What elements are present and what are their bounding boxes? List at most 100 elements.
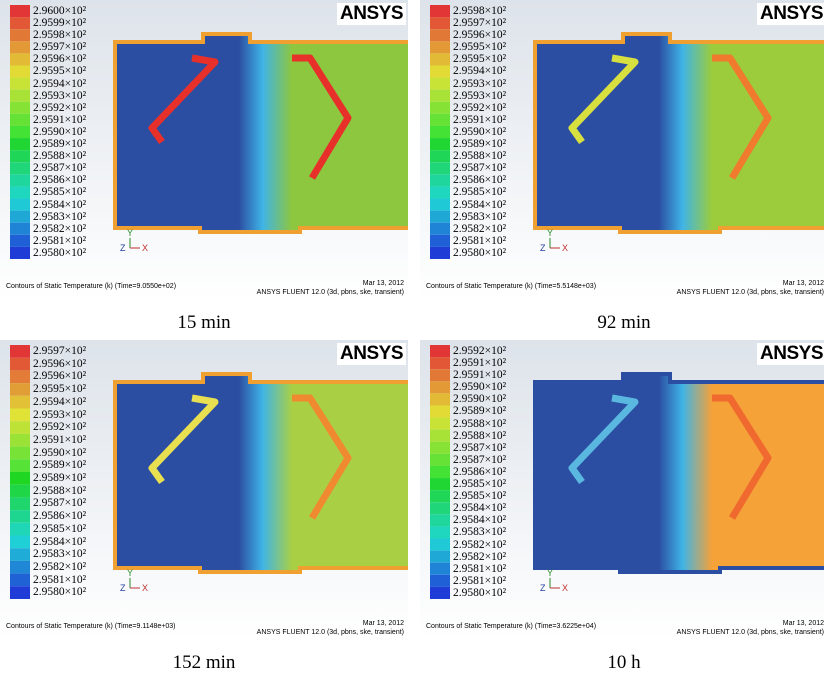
legend-swatch	[430, 53, 450, 65]
legend-swatch	[430, 490, 450, 502]
legend-label: 2.9581×10²	[33, 235, 86, 247]
legend-label: 2.9596×10²	[33, 53, 86, 65]
footer-left: Contours of Static Temperature (k) (Time…	[426, 623, 596, 630]
legend-label: 2.9588×10²	[453, 418, 506, 430]
legend-label: 2.9580×10²	[453, 587, 506, 599]
legend-swatch	[430, 78, 450, 90]
legend-label: 2.9590×10²	[453, 126, 506, 138]
footer-date: Mar 13, 2012	[783, 280, 824, 287]
footer-solver: ANSYS FLUENT 12.0 (3d, pbns, ske, transi…	[677, 629, 824, 636]
caption: 92 min	[420, 312, 824, 334]
legend-swatch	[430, 442, 450, 454]
legend-label: 2.9592×10²	[33, 421, 86, 433]
legend-label: 2.9594×10²	[33, 78, 86, 90]
legend-label: 2.9583×10²	[453, 526, 506, 538]
legend-swatch	[430, 369, 450, 381]
axis-label: X	[142, 243, 148, 253]
legend-swatch	[430, 174, 450, 186]
legend-label: 2.9584×10²	[33, 199, 86, 211]
legend-label: 2.9598×10²	[33, 29, 86, 41]
legend-swatch	[10, 150, 30, 162]
legend-swatch	[10, 211, 30, 223]
legend-swatch	[430, 405, 450, 417]
legend-label: 2.9586×10²	[33, 174, 86, 186]
legend-label: 2.9590×10²	[33, 126, 86, 138]
footer-date: Mar 13, 2012	[363, 280, 404, 287]
legend-label: 2.9592×10²	[453, 102, 506, 114]
legend-swatch	[10, 41, 30, 53]
legend-label: 2.9582×10²	[33, 223, 86, 235]
legend-swatch	[430, 90, 450, 102]
legend-swatch	[10, 17, 30, 29]
axis-label: Z	[540, 243, 546, 253]
legend-label: 2.9589×10²	[33, 459, 86, 471]
legend-swatch	[430, 393, 450, 405]
legend-label: 2.9591×10²	[33, 434, 86, 446]
legend-swatch	[10, 138, 30, 150]
legend-label: 2.9595×10²	[33, 383, 86, 395]
legend-swatch	[10, 235, 30, 247]
legend-swatch	[430, 514, 450, 526]
legend-label: 2.9580×10²	[33, 247, 86, 259]
legend-swatch	[430, 502, 450, 514]
legend-label: 2.9596×10²	[33, 370, 86, 382]
legend-swatch	[10, 447, 30, 460]
legend-swatch	[10, 186, 30, 198]
legend-swatch	[10, 459, 30, 472]
contour-panel: 2.9597×10²2.9596×10²2.9596×10²2.9595×10²…	[0, 340, 408, 640]
legend-swatch	[430, 357, 450, 369]
legend-swatch	[430, 587, 450, 599]
legend-label: 2.9595×10²	[453, 53, 506, 65]
legend-swatch	[10, 114, 30, 126]
legend-label: 2.9591×10²	[453, 114, 506, 126]
legend-swatch	[430, 126, 450, 138]
legend-label: 2.9580×10²	[453, 247, 506, 259]
legend-label: 2.9597×10²	[33, 345, 86, 357]
legend-label: 2.9590×10²	[33, 447, 86, 459]
legend-swatch	[10, 345, 30, 358]
axis-label: Z	[540, 583, 546, 593]
axis-label: X	[562, 583, 568, 593]
legend-label: 2.9587×10²	[453, 442, 506, 454]
legend-swatch	[10, 5, 30, 17]
legend-swatch	[430, 186, 450, 198]
legend-label: 2.9586×10²	[453, 174, 506, 186]
legend-swatch	[430, 150, 450, 162]
legend-swatch	[430, 430, 450, 442]
legend-label: 2.9580×10²	[33, 586, 86, 598]
legend-swatch	[430, 454, 450, 466]
legend-label: 2.9593×10²	[33, 90, 86, 102]
legend-swatch	[10, 358, 30, 371]
legend-label: 2.9583×10²	[453, 211, 506, 223]
legend-label: 2.9587×10²	[33, 497, 86, 509]
legend-swatch	[430, 114, 450, 126]
axis-label: Z	[120, 243, 126, 253]
logo: ANSYS	[757, 343, 824, 365]
legend-swatch	[430, 17, 450, 29]
legend-label: 2.9588×10²	[33, 150, 86, 162]
legend-label: 2.9590×10²	[453, 381, 506, 393]
logo: ANSYS	[337, 3, 406, 25]
legend-label: 2.9588×10²	[33, 485, 86, 497]
legend-label: 2.9591×10²	[453, 357, 506, 369]
caption: 152 min	[0, 652, 408, 674]
legend-label: 2.9593×10²	[33, 409, 86, 421]
legend-swatch	[430, 466, 450, 478]
footer-solver: ANSYS FLUENT 12.0 (3d, pbns, ske, transi…	[257, 629, 404, 636]
legend-label: 2.9591×10²	[453, 369, 506, 381]
legend-swatch	[430, 575, 450, 587]
legend-label: 2.9594×10²	[453, 65, 506, 77]
axis-label: Y	[127, 228, 133, 238]
legend-label: 2.9594×10²	[33, 396, 86, 408]
legend-swatch	[430, 199, 450, 211]
legend-label: 2.9586×10²	[453, 466, 506, 478]
legend-swatch	[430, 235, 450, 247]
legend-label: 2.9587×10²	[453, 162, 506, 174]
legend-label: 2.9589×10²	[33, 138, 86, 150]
footer-date: Mar 13, 2012	[363, 620, 404, 627]
legend-swatch	[430, 563, 450, 575]
legend-swatch	[10, 586, 30, 599]
footer-solver: ANSYS FLUENT 12.0 (3d, pbns, ske, transi…	[257, 289, 404, 296]
legend-label: 2.9585×10²	[453, 186, 506, 198]
